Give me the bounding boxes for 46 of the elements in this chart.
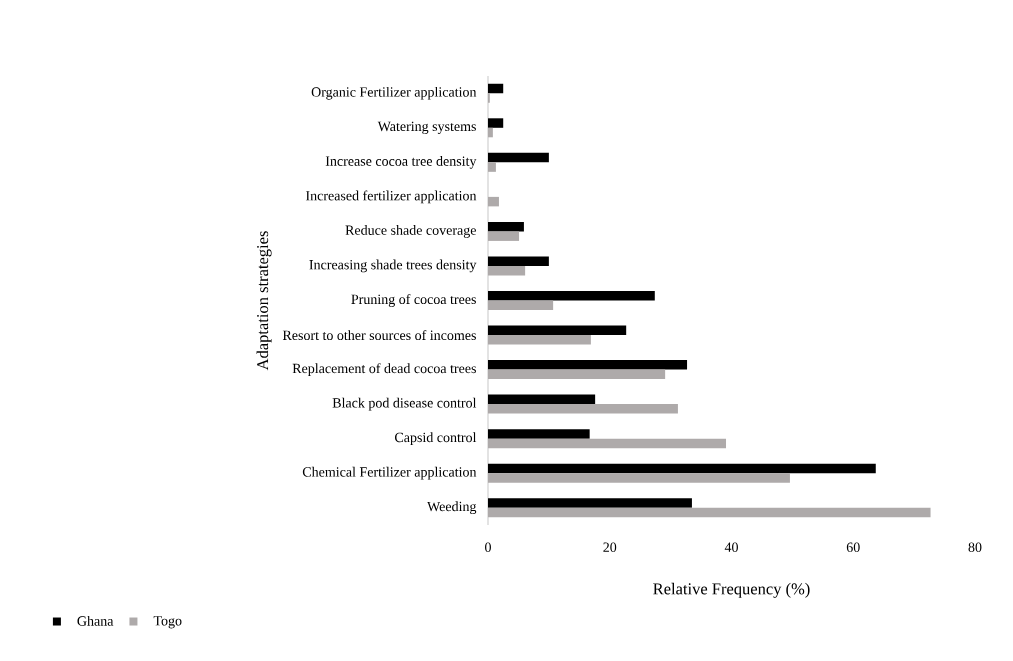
bar: [488, 196, 499, 207]
y-tick-label: Organic Fertilizer application: [311, 86, 477, 100]
bar: [488, 473, 790, 483]
y-tick-label: Increase cocoa tree density: [325, 155, 477, 169]
x-tick-label: 40: [724, 542, 738, 552]
bar: [488, 360, 688, 370]
y-tick-label: Watering systems: [377, 121, 476, 134]
bar: [488, 369, 666, 380]
bar: [488, 290, 655, 301]
x-tick-label: 60: [846, 542, 860, 552]
y-tick-label: Increased fertilizer application: [305, 190, 477, 204]
y-tick-label: Reduce shade coverage: [345, 225, 476, 238]
bar: [488, 404, 678, 414]
y-tick-label: Increasing shade trees density: [309, 259, 477, 273]
bar: [488, 162, 496, 172]
y-tick-label: Black pod disease control: [332, 397, 477, 411]
y-tick-label: Resort to other sources of incomes: [282, 330, 476, 341]
bar: [488, 256, 549, 266]
y-tick-label: Replacement of dead cocoa trees: [292, 363, 476, 376]
bar: [488, 300, 554, 310]
y-axis-title: Adaptation strategies: [256, 231, 272, 371]
bar: [488, 335, 591, 345]
x-tick-label: 80: [968, 542, 982, 552]
y-tick-label: Pruning of cocoa trees: [351, 294, 476, 307]
legend-label: Togo: [153, 616, 182, 629]
x-axis-title: Relative Frequency (%): [653, 582, 810, 598]
y-tick-label: Weeding: [427, 501, 477, 515]
bar: [488, 221, 524, 232]
bar: [488, 438, 727, 449]
legend-label: Ghana: [77, 615, 114, 626]
bar: [488, 507, 931, 518]
bar: [488, 429, 590, 439]
bar: [488, 325, 627, 336]
y-tick-label: Capsid control: [395, 432, 477, 445]
bar: [488, 498, 692, 508]
bar: [488, 265, 526, 276]
bar: [488, 83, 504, 94]
y-tick-label: Chemical Fertilizer application: [302, 466, 477, 480]
bar: [488, 127, 493, 138]
x-tick-label: 20: [603, 542, 617, 552]
bar: [488, 231, 520, 241]
bar: [488, 463, 876, 474]
bar: [488, 394, 596, 405]
bar: [488, 118, 504, 128]
x-tick-label: 0: [485, 542, 491, 552]
bar: [488, 152, 549, 163]
